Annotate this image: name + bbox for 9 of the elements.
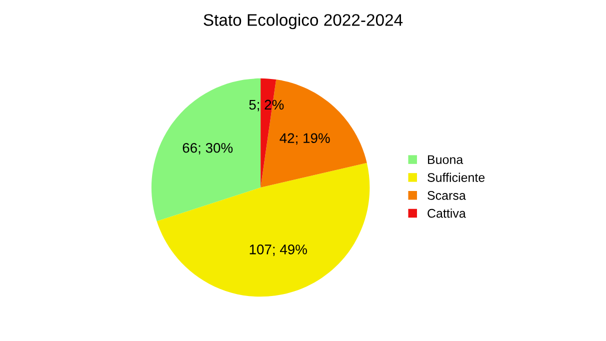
chart-title: Stato Ecologico 2022-2024 xyxy=(204,14,403,30)
data-label: 66; 30% xyxy=(182,142,233,154)
legend-label: Scarsa xyxy=(428,191,466,200)
legend-label: Sufficiente xyxy=(428,172,485,182)
data-label: 107; 49% xyxy=(250,244,307,256)
legend-label: Cattiva xyxy=(428,208,466,218)
legend-label: Buona xyxy=(428,155,464,164)
data-label: 5; 2% xyxy=(249,100,284,112)
data-label: 42; 19% xyxy=(280,133,330,145)
